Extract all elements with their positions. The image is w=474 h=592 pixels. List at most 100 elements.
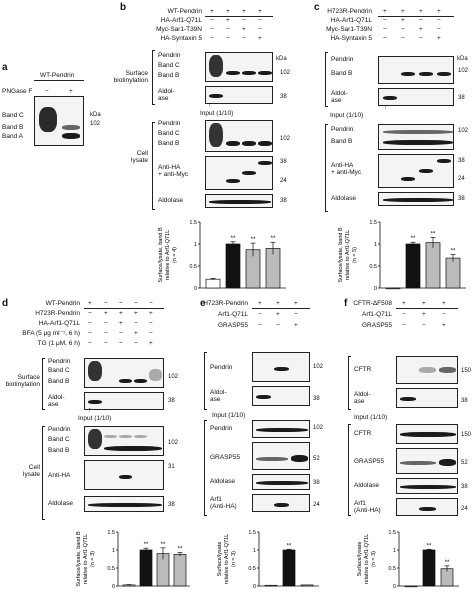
panel-d-bandb2: Band B bbox=[48, 447, 70, 454]
panel-f-surface-brace bbox=[348, 356, 351, 410]
panel-b-sign: − bbox=[258, 17, 262, 24]
blot-band bbox=[274, 367, 289, 371]
blot-band bbox=[401, 177, 415, 181]
panel-a-sign-2: + bbox=[69, 88, 73, 95]
panel-e-aldolase: Aldolase bbox=[210, 478, 235, 485]
panel-b-bandc: Band C bbox=[158, 62, 180, 69]
panel-d-sign: − bbox=[134, 300, 138, 307]
panel-f-kda-s0: 150 bbox=[461, 368, 472, 374]
panel-e-sign: + bbox=[294, 300, 298, 307]
panel-f-surface-blot bbox=[396, 356, 458, 384]
panel-c-row-label: HA-Syntaxin 5 bbox=[330, 35, 372, 42]
significance-label: ** bbox=[427, 543, 432, 549]
panel-d-sign: − bbox=[88, 320, 92, 327]
panel-b-cell-brace bbox=[152, 122, 155, 210]
panel-c-sign: + bbox=[437, 8, 441, 15]
up-arrow-icon: ↑ bbox=[384, 104, 388, 111]
y-tick-label: 1.5 bbox=[189, 220, 197, 226]
blot-band bbox=[226, 179, 240, 183]
y-axis-label: (n = 3) bbox=[231, 551, 237, 567]
panel-d-surface-label: Surface biotinylation bbox=[5, 374, 40, 388]
blot-band bbox=[383, 130, 453, 134]
panel-c-sign: − bbox=[437, 17, 441, 24]
significance-label: ** bbox=[445, 560, 450, 566]
bar bbox=[425, 242, 441, 289]
panel-f-aldolase-blot bbox=[396, 478, 458, 494]
panel-d-kda-l2: 38 bbox=[168, 502, 175, 508]
panel-e-letter: e bbox=[200, 298, 206, 309]
panel-c-sign: − bbox=[383, 17, 387, 24]
panel-b-header-line bbox=[205, 16, 273, 17]
panel-d-sign: + bbox=[149, 310, 153, 317]
panel-b-row-label: HA-Syntaxin 5 bbox=[160, 35, 202, 42]
panel-b-sign: + bbox=[242, 26, 246, 33]
panel-d-sign: − bbox=[134, 340, 138, 347]
panel-b-bandc2: Band C bbox=[158, 130, 180, 137]
panel-b-row-label: Myc-Sar1-T39N bbox=[156, 26, 202, 33]
blot-band bbox=[437, 72, 451, 76]
panel-b-row-label: WT-Pendrin bbox=[167, 8, 202, 15]
panel-e-surface-brace bbox=[204, 352, 207, 410]
significance-label: ** bbox=[451, 249, 456, 255]
blot-band bbox=[258, 71, 272, 75]
panel-b-surface-blot bbox=[205, 52, 273, 82]
significance-label: ** bbox=[271, 236, 276, 242]
blot-band bbox=[439, 367, 456, 373]
panel-d-pendrin2: Pendrin bbox=[48, 426, 71, 433]
blot-band bbox=[62, 133, 80, 139]
blot-band bbox=[401, 72, 415, 76]
panel-f-grasp-blot bbox=[396, 448, 458, 474]
blot-band bbox=[104, 435, 117, 438]
panel-d-sign: − bbox=[104, 330, 108, 337]
panel-f-sign: − bbox=[422, 322, 426, 329]
blot-band bbox=[88, 400, 102, 404]
y-tick-label: 0 bbox=[194, 286, 197, 292]
panel-e-sign: − bbox=[258, 322, 262, 329]
blot-band bbox=[400, 397, 416, 401]
y-tick-label: 1.5 bbox=[369, 220, 377, 226]
panel-e-sign: − bbox=[276, 322, 280, 329]
bar bbox=[385, 287, 401, 290]
panel-a-title-line bbox=[34, 80, 84, 81]
panel-e-grasp-blot bbox=[252, 442, 310, 470]
panel-d-sign: + bbox=[104, 310, 108, 317]
y-axis-label: relative to Arf1-Q71L bbox=[224, 534, 230, 584]
y-axis-label: Surface/lysate, band B bbox=[338, 227, 344, 283]
panel-d-sign: + bbox=[119, 320, 123, 327]
bar bbox=[264, 584, 278, 587]
panel-c-sign: − bbox=[383, 35, 387, 42]
panel-c-letter: c bbox=[314, 2, 320, 13]
panel-d-row-label: H723R-Pendrin bbox=[35, 310, 80, 317]
panel-e-sign: + bbox=[276, 311, 280, 318]
y-tick-label: 1 bbox=[194, 242, 197, 248]
significance-label: ** bbox=[287, 543, 292, 549]
panel-d-bandc: Band C bbox=[48, 367, 70, 374]
blot-band bbox=[256, 481, 308, 485]
blot-band bbox=[88, 503, 162, 507]
panel-b-kda-l3: 38 bbox=[280, 198, 287, 204]
panel-c-bandb2: Band B bbox=[331, 138, 353, 145]
panel-e-aldol-blot bbox=[252, 386, 310, 406]
y-axis-label: Surface/lysate, band B bbox=[76, 531, 82, 587]
panel-d-sign: − bbox=[119, 340, 123, 347]
bar bbox=[422, 549, 436, 587]
blot-band bbox=[400, 432, 456, 437]
blot-band bbox=[383, 198, 453, 202]
blot-band bbox=[149, 369, 162, 381]
panel-d-sign: − bbox=[88, 310, 92, 317]
panel-b-ha-blot bbox=[205, 156, 273, 190]
panel-f-aldol: Aldol- ase bbox=[354, 391, 371, 405]
blot-band bbox=[119, 379, 132, 383]
blot-band bbox=[383, 96, 397, 100]
panel-e-kda-l2: 38 bbox=[313, 480, 320, 486]
panel-c-sign: − bbox=[419, 17, 423, 24]
panel-f-lysate-blot bbox=[396, 424, 458, 444]
panel-e-kda-l0: 102 bbox=[313, 425, 324, 431]
panel-b-pendrin: Pendrin bbox=[158, 52, 181, 59]
panel-b-surface-label: Surface biotinylation bbox=[113, 70, 148, 84]
bar bbox=[300, 584, 314, 587]
y-axis-label: relative to Arf1-Q71L bbox=[345, 230, 351, 280]
blot-band bbox=[242, 71, 256, 75]
panel-a-band-a: Band A bbox=[2, 133, 23, 140]
panel-d-row-label: TG (1 μM, 6 h) bbox=[37, 340, 80, 347]
